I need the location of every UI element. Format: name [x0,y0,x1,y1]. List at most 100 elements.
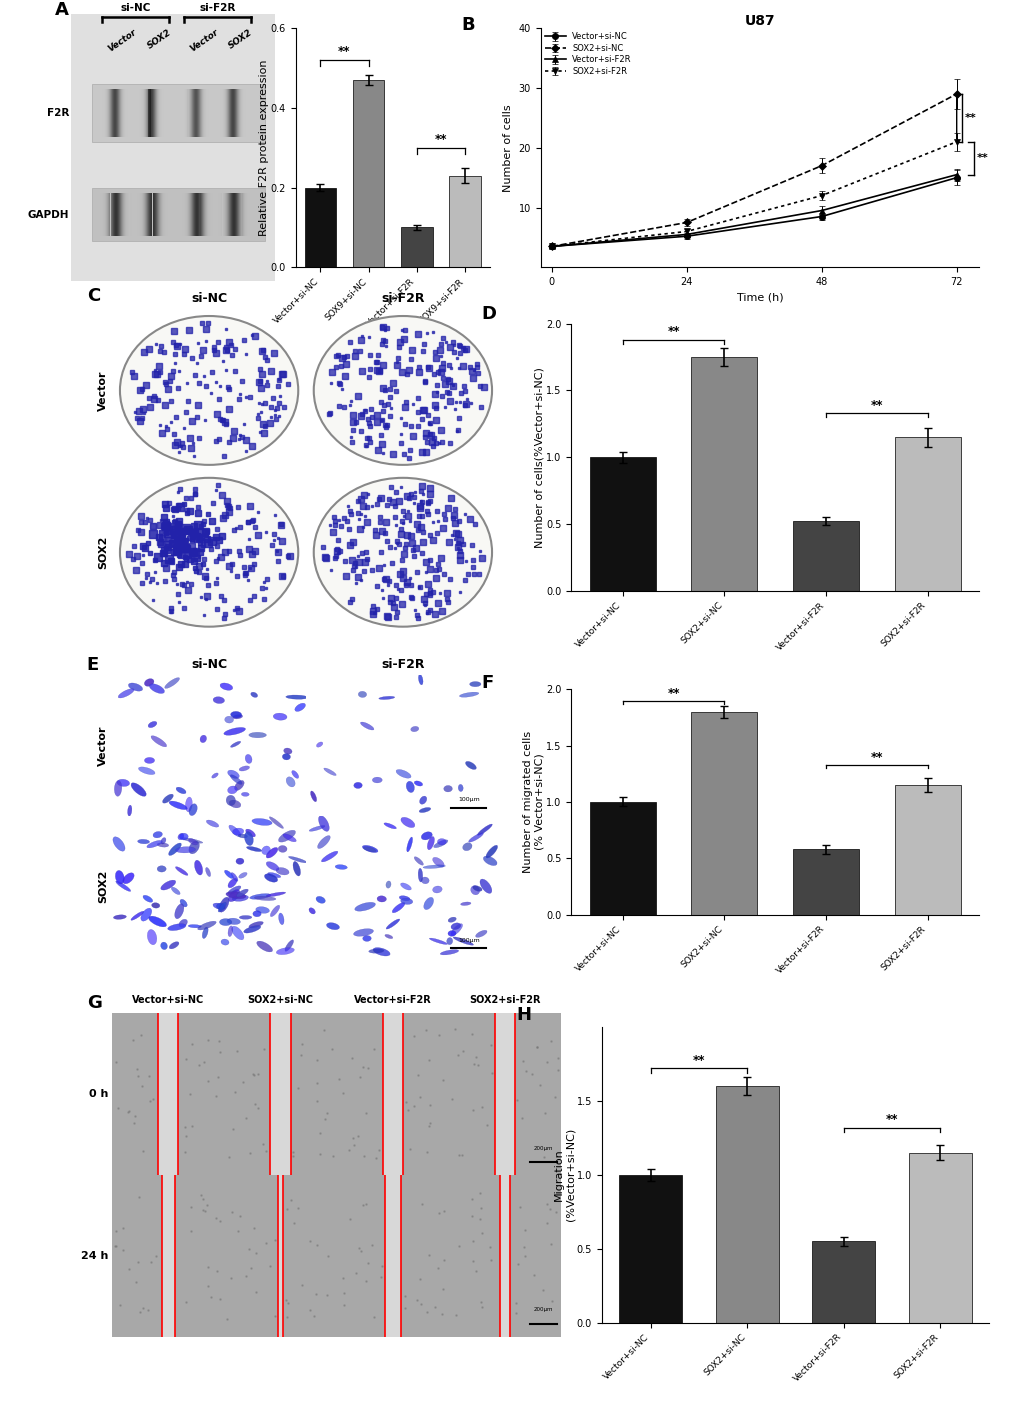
Ellipse shape [266,892,285,896]
Bar [189,193,190,236]
Bar [198,89,199,136]
Ellipse shape [400,884,411,891]
Text: Vector: Vector [106,28,139,53]
Ellipse shape [228,926,232,937]
Bar [137,193,138,236]
Bar [228,193,229,236]
Bar [175,1175,224,1337]
Bar [138,193,139,236]
Bar [237,193,238,236]
Bar [715,1086,777,1323]
Bar [238,89,239,136]
Ellipse shape [384,934,392,938]
Ellipse shape [161,881,175,891]
Legend: Vector+si-NC, SOX2+si-NC, Vector+si-F2R, SOX2+si-F2R: Vector+si-NC, SOX2+si-NC, Vector+si-F2R,… [544,32,631,76]
Ellipse shape [377,896,386,902]
Bar [128,89,129,136]
Bar [151,193,152,236]
Ellipse shape [432,857,443,867]
Ellipse shape [398,896,410,900]
Bar [236,193,237,236]
Bar [240,193,242,236]
Ellipse shape [246,829,255,837]
Ellipse shape [180,899,187,908]
Bar [384,1175,400,1337]
Ellipse shape [383,823,396,829]
Ellipse shape [161,943,167,950]
Ellipse shape [175,847,196,853]
Bar [152,89,153,136]
Bar [149,193,150,236]
Bar [200,89,201,136]
Bar [224,1175,277,1337]
Bar [230,89,231,136]
Ellipse shape [130,912,144,920]
Bar [243,193,244,236]
Ellipse shape [432,886,441,893]
Ellipse shape [316,741,323,747]
Bar [192,89,193,136]
Bar [119,193,120,236]
Ellipse shape [149,916,166,927]
Bar [499,1175,510,1337]
Bar [181,89,182,136]
Bar [129,193,130,236]
Ellipse shape [122,872,133,884]
Bar [166,193,167,236]
Bar [203,89,204,136]
Ellipse shape [278,913,283,924]
Bar [125,193,126,236]
Ellipse shape [228,878,236,888]
Ellipse shape [318,816,329,832]
Bar [206,89,207,136]
Bar [141,193,142,236]
Bar [150,193,151,236]
Ellipse shape [247,847,262,851]
Bar [234,193,235,236]
Bar [195,193,196,236]
Bar [223,89,224,136]
Bar [137,89,138,136]
Ellipse shape [269,816,283,829]
Bar [240,89,242,136]
Bar [112,1013,158,1175]
Ellipse shape [206,820,219,827]
Bar [112,1175,161,1337]
Ellipse shape [459,692,478,698]
Bar [210,89,211,136]
Bar [283,1175,336,1337]
Bar [190,89,191,136]
Bar [193,89,194,136]
Ellipse shape [254,896,276,900]
Ellipse shape [314,478,491,626]
Ellipse shape [227,787,237,794]
Ellipse shape [273,713,286,720]
Bar [162,193,163,236]
Ellipse shape [219,898,229,912]
Ellipse shape [230,741,240,747]
Bar [185,193,186,236]
Bar [161,1175,175,1337]
Ellipse shape [175,867,187,875]
Ellipse shape [178,919,187,927]
Ellipse shape [237,834,248,839]
Bar [147,89,148,136]
Text: A: A [55,0,69,18]
Ellipse shape [249,732,266,737]
Bar [161,89,162,136]
Ellipse shape [395,770,411,778]
Bar [156,193,157,236]
Bar [245,89,246,136]
Bar [222,193,223,236]
Bar [196,89,197,136]
Bar [145,193,146,236]
Bar [92,187,265,241]
Bar [120,193,121,236]
Bar [208,89,209,136]
Ellipse shape [219,919,231,926]
Bar [336,1013,382,1175]
Text: si-NC: si-NC [120,3,151,13]
Bar [107,193,108,236]
Ellipse shape [317,836,330,848]
Bar [203,193,204,236]
